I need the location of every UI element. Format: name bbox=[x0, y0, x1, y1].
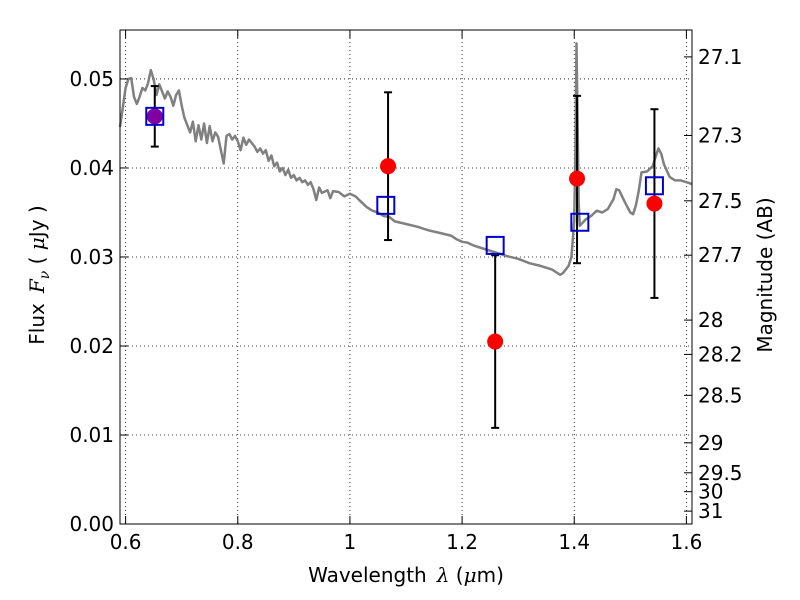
y-tick-label: 0.05 bbox=[69, 67, 114, 91]
observed-point bbox=[569, 170, 586, 187]
x-axis-title-text: Wavelength bbox=[308, 563, 427, 587]
y2-tick-label: 27.1 bbox=[698, 45, 743, 69]
x-tick-label: 1.4 bbox=[558, 530, 590, 554]
x-tick-label: 0.8 bbox=[222, 530, 254, 554]
observed-point bbox=[487, 333, 504, 350]
y2-tick-label: 31 bbox=[698, 499, 723, 523]
x-tick-label: 0.6 bbox=[110, 530, 142, 554]
observed-point bbox=[146, 108, 163, 125]
y2-tick-label: 28.5 bbox=[698, 383, 743, 407]
y-axis-unit-mu: μ bbox=[25, 237, 49, 250]
model-point bbox=[376, 195, 396, 215]
x-tick-label: 1.6 bbox=[670, 530, 702, 554]
y-tick-label: 0.01 bbox=[69, 423, 114, 447]
model-point bbox=[145, 106, 165, 126]
model-points-layer bbox=[145, 106, 664, 255]
y-axis-title-text: Flux bbox=[25, 303, 49, 345]
x-tick-label: 1 bbox=[344, 530, 357, 554]
y2-tick-label: 29 bbox=[698, 431, 723, 455]
y-tick-label: 0.04 bbox=[69, 156, 114, 180]
observed-point bbox=[380, 158, 397, 175]
y-axis-subscript: ν bbox=[37, 270, 53, 279]
model-point bbox=[644, 176, 664, 196]
y2-tick-label: 28 bbox=[698, 308, 723, 332]
x-axis-unit-close: m) bbox=[477, 563, 504, 587]
x-axis-unit-open: ( bbox=[449, 563, 463, 587]
y-tick-label: 0.00 bbox=[69, 512, 114, 536]
y-axis-symbol: F bbox=[25, 278, 49, 294]
y2-tick-label: 28.2 bbox=[698, 342, 743, 366]
observed-points-layer bbox=[146, 108, 663, 350]
y2-tick-label: 30 bbox=[698, 480, 723, 504]
x-axis-title: Wavelength λ (μm) bbox=[308, 563, 504, 587]
y-axis-unit-open: ( bbox=[25, 250, 49, 271]
observed-point bbox=[646, 195, 663, 212]
grid bbox=[120, 30, 692, 525]
y-tick-label: 0.02 bbox=[69, 334, 114, 358]
y2-tick-label: 27.3 bbox=[698, 123, 743, 147]
ticks: 0.6 0.8 1 1.2 1.4 1.6 0.00 0.01 0.02 0.03 0.04 0.05… bbox=[69, 30, 743, 554]
y-axis-title: Flux Fν ( μJy ) bbox=[25, 205, 53, 344]
plot-frame bbox=[119, 29, 693, 525]
x-tick-label: 1.2 bbox=[446, 530, 478, 554]
y-tick-label: 0.03 bbox=[69, 245, 114, 269]
y2-axis-title: Magnitude (AB) bbox=[753, 197, 777, 352]
model-point bbox=[570, 212, 590, 232]
y2-tick-label: 27.7 bbox=[698, 243, 743, 267]
x-axis-unit-mu: μ bbox=[464, 563, 477, 587]
x-axis-symbol: λ bbox=[436, 563, 450, 587]
y2-tick-label: 27.5 bbox=[698, 189, 743, 213]
sed-curve-layer bbox=[118, 42, 693, 277]
sed-curve-line bbox=[118, 42, 693, 277]
y-axis-unit-close: Jy ) bbox=[25, 205, 49, 239]
model-point bbox=[485, 235, 505, 255]
y2-tick-label: 29.5 bbox=[698, 461, 743, 485]
